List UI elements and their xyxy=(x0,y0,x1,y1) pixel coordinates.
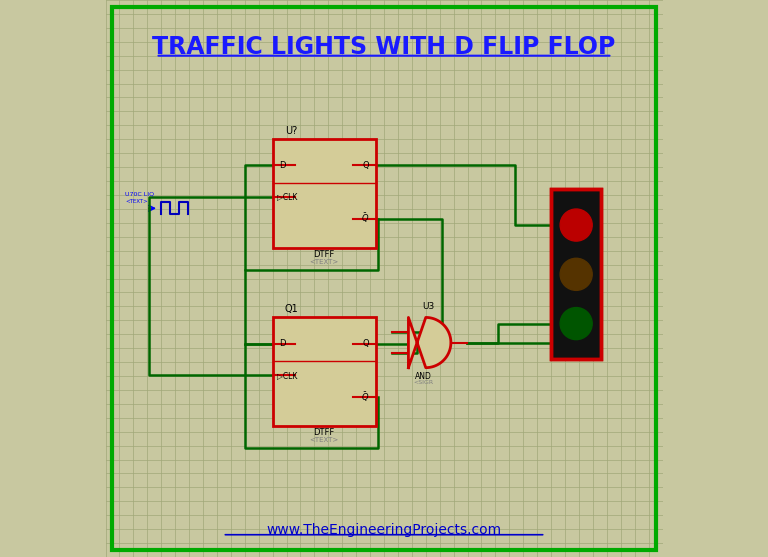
Text: <SIGR: <SIGR xyxy=(413,380,434,385)
Circle shape xyxy=(560,209,592,241)
Text: U70C LIQ: U70C LIQ xyxy=(125,191,154,196)
Text: D: D xyxy=(280,339,286,348)
Text: $\bar{Q}$: $\bar{Q}$ xyxy=(361,212,369,226)
Text: <TEXT>: <TEXT> xyxy=(125,199,147,204)
Text: U?: U? xyxy=(285,126,297,136)
Text: TRAFFIC LIGHTS WITH D FLIP FLOP: TRAFFIC LIGHTS WITH D FLIP FLOP xyxy=(152,35,616,60)
Bar xyxy=(273,139,376,248)
Circle shape xyxy=(560,258,592,290)
Text: AND: AND xyxy=(415,372,432,381)
Text: www.TheEngineeringProjects.com: www.TheEngineeringProjects.com xyxy=(266,523,502,538)
Polygon shape xyxy=(409,317,451,368)
Text: <TEXT>: <TEXT> xyxy=(310,437,339,443)
Text: DTFF: DTFF xyxy=(313,250,335,259)
Text: $\bar{Q}$: $\bar{Q}$ xyxy=(361,390,369,404)
Text: Q1: Q1 xyxy=(285,304,299,314)
Text: Q: Q xyxy=(362,161,369,170)
Bar xyxy=(551,189,601,359)
Bar xyxy=(551,189,601,359)
Text: ▷CLK: ▷CLK xyxy=(277,370,297,379)
Text: DTFF: DTFF xyxy=(313,428,335,437)
Text: U3: U3 xyxy=(422,302,434,311)
Circle shape xyxy=(560,307,592,340)
Bar xyxy=(273,317,376,426)
Text: ▷CLK: ▷CLK xyxy=(277,192,297,201)
Text: D: D xyxy=(280,161,286,170)
Text: Q: Q xyxy=(362,339,369,348)
Text: <TEXT>: <TEXT> xyxy=(310,259,339,265)
